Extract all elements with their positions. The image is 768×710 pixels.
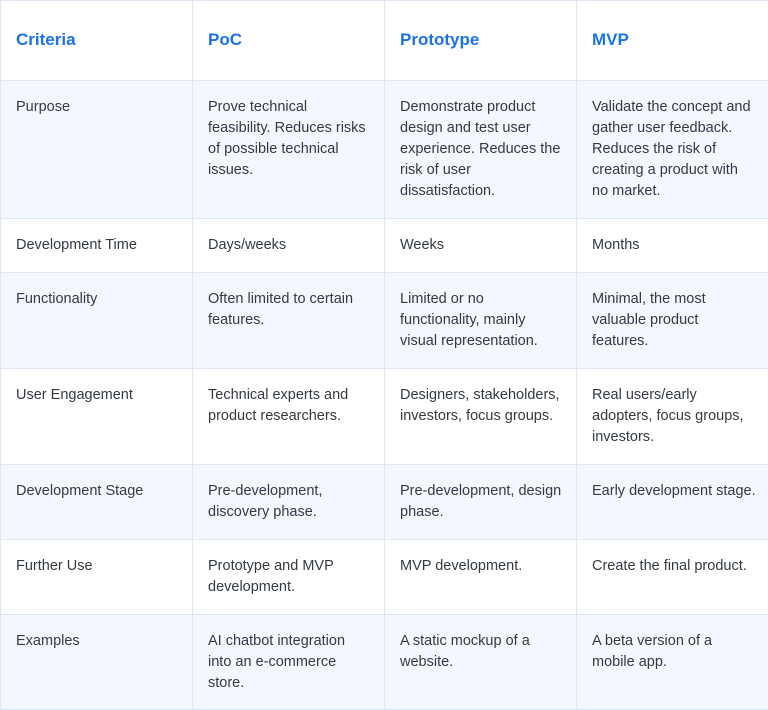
row-label: Purpose bbox=[1, 81, 193, 219]
column-header-mvp: MVP bbox=[577, 1, 768, 81]
cell-poc: Pre-development, discovery phase. bbox=[193, 465, 385, 540]
cell-mvp: Real users/early adopters, focus groups,… bbox=[577, 369, 768, 465]
cell-poc: Days/weeks bbox=[193, 219, 385, 273]
row-label: User Engagement bbox=[1, 369, 193, 465]
table-row-user-engagement: User Engagement Technical experts and pr… bbox=[1, 369, 768, 465]
row-label: Examples bbox=[1, 615, 193, 710]
cell-prototype: Pre-development, design phase. bbox=[385, 465, 577, 540]
column-header-prototype: Prototype bbox=[385, 1, 577, 81]
cell-prototype: Demonstrate product design and test user… bbox=[385, 81, 577, 219]
row-label: Development Stage bbox=[1, 465, 193, 540]
row-label: Functionality bbox=[1, 273, 193, 369]
cell-mvp: Create the final product. bbox=[577, 540, 768, 615]
table-row-examples: Examples AI chatbot integration into an … bbox=[1, 615, 768, 710]
cell-mvp: Minimal, the most valuable product featu… bbox=[577, 273, 768, 369]
cell-mvp: Early development stage. bbox=[577, 465, 768, 540]
table-row-purpose: Purpose Prove technical feasibility. Red… bbox=[1, 81, 768, 219]
cell-prototype: A static mockup of a website. bbox=[385, 615, 577, 710]
column-header-poc: PoC bbox=[193, 1, 385, 81]
table-row-development-stage: Development Stage Pre-development, disco… bbox=[1, 465, 768, 540]
row-label: Development Time bbox=[1, 219, 193, 273]
cell-prototype: Designers, stakeholders, investors, focu… bbox=[385, 369, 577, 465]
cell-prototype: Limited or no functionality, mainly visu… bbox=[385, 273, 577, 369]
cell-mvp: A beta version of a mobile app. bbox=[577, 615, 768, 710]
cell-poc: Often limited to certain features. bbox=[193, 273, 385, 369]
cell-poc: AI chatbot integration into an e-commerc… bbox=[193, 615, 385, 710]
cell-poc: Prove technical feasibility. Reduces ris… bbox=[193, 81, 385, 219]
cell-poc: Technical experts and product researcher… bbox=[193, 369, 385, 465]
cell-prototype: Weeks bbox=[385, 219, 577, 273]
cell-poc: Prototype and MVP development. bbox=[193, 540, 385, 615]
header-row: Criteria PoC Prototype MVP bbox=[1, 1, 768, 81]
cell-mvp: Months bbox=[577, 219, 768, 273]
row-label: Further Use bbox=[1, 540, 193, 615]
table-row-development-time: Development Time Days/weeks Weeks Months bbox=[1, 219, 768, 273]
cell-mvp: Validate the concept and gather user fee… bbox=[577, 81, 768, 219]
table-row-functionality: Functionality Often limited to certain f… bbox=[1, 273, 768, 369]
cell-prototype: MVP development. bbox=[385, 540, 577, 615]
table-row-further-use: Further Use Prototype and MVP developmen… bbox=[1, 540, 768, 615]
column-header-criteria: Criteria bbox=[1, 1, 193, 81]
